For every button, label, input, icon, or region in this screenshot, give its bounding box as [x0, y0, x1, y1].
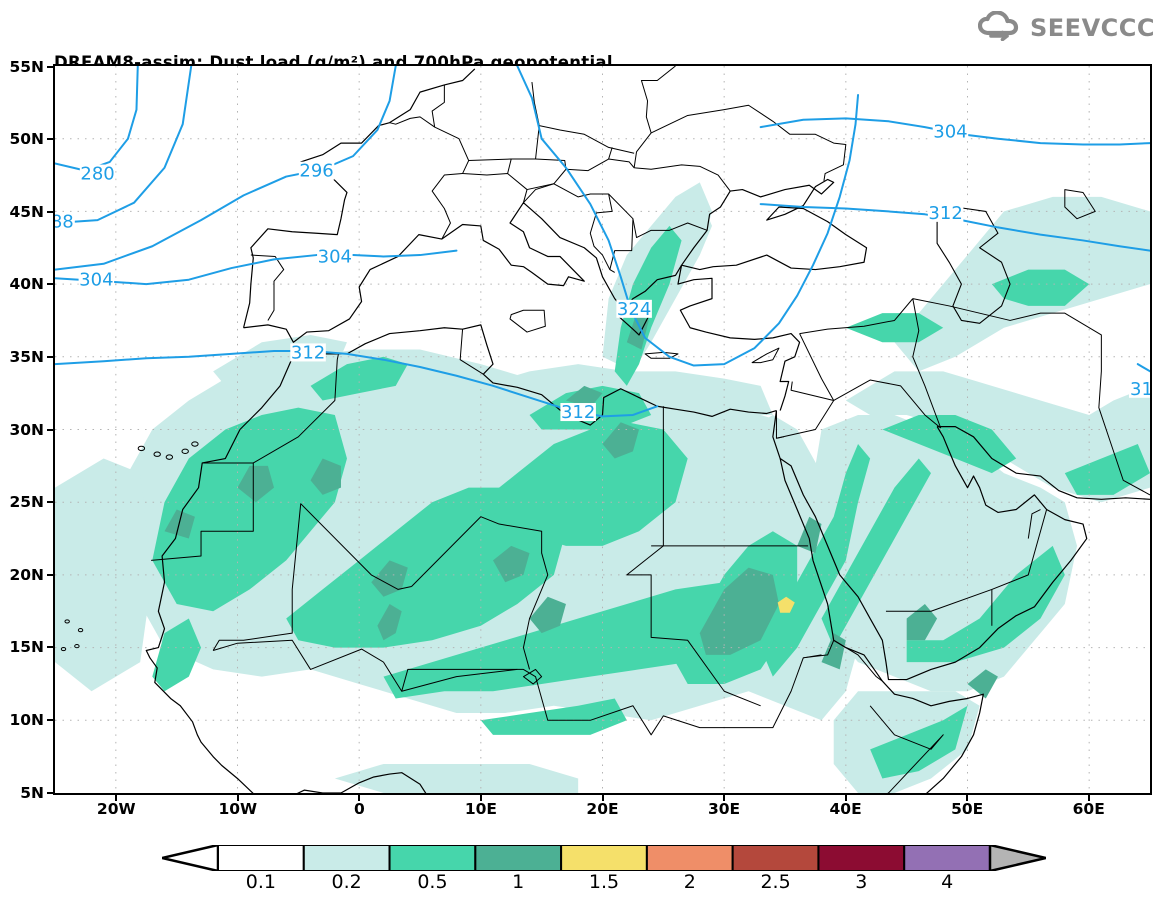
- contour-label: 304: [318, 246, 352, 267]
- colorbar-tick-2.5: 2.5: [760, 871, 791, 893]
- contour-label: 280: [80, 164, 114, 185]
- xtick-mark: [115, 794, 118, 801]
- colorbar-tick-2: 2: [683, 871, 696, 893]
- ytick-mark: [47, 283, 53, 286]
- ytick-20N: 20N: [9, 565, 44, 584]
- xtick-mark: [723, 794, 726, 801]
- xtick-mark: [479, 794, 482, 801]
- ytick-40N: 40N: [9, 275, 44, 294]
- contour-label: 312: [928, 203, 962, 224]
- ytick-mark: [47, 718, 53, 721]
- colorbar-tick-1: 1: [512, 871, 525, 893]
- colorbar-bin-5: [645, 845, 734, 871]
- ytick-mark: [47, 501, 53, 504]
- xtick-mark: [966, 794, 969, 801]
- ytick-mark: [47, 138, 53, 141]
- colorbar[interactable]: 0.1 0.2 0.5 1 1.5 2 2.5 3 4: [162, 845, 1046, 901]
- colorbar-bin-8: [903, 845, 992, 871]
- colorbar-bin-4: [560, 845, 648, 871]
- colorbar-under-arrow: [162, 845, 220, 871]
- ytick-25N: 25N: [9, 493, 44, 512]
- colorbar-tick-4: 4: [941, 871, 954, 893]
- ytick-45N: 45N: [9, 202, 44, 221]
- colorbar-bin-7: [817, 845, 906, 871]
- colorbar-swatches: [162, 845, 1046, 871]
- colorbar-bin-6: [731, 845, 820, 871]
- contour-label: 31: [1130, 379, 1150, 400]
- xtick-50E: 50E: [951, 800, 984, 818]
- seevccc-logo: SEEVCCC: [977, 8, 1155, 48]
- ytick-50N: 50N: [9, 130, 44, 149]
- colorbar-tick-1.5: 1.5: [588, 871, 620, 893]
- contour-label: 304: [79, 270, 113, 291]
- xtick-mark: [601, 794, 604, 801]
- contour-label: 312: [291, 342, 325, 363]
- colorbar-bin-2: [388, 845, 477, 871]
- map-canvas: 280 88 296 304 304 312 312 324 304 312 31: [55, 66, 1150, 793]
- contour-label: 324: [617, 299, 651, 320]
- ytick-30N: 30N: [9, 420, 44, 439]
- ytick-mark: [47, 428, 53, 431]
- xtick-mark: [358, 794, 361, 801]
- contour-label: 296: [299, 161, 333, 182]
- contour-labels: 280 88 296 304 304 312 312 324 304 312 31: [55, 121, 1150, 423]
- ytick-35N: 35N: [9, 347, 44, 366]
- ytick-10N: 10N: [9, 710, 44, 729]
- colorbar-tick-0.1: 0.1: [245, 871, 276, 893]
- colorbar-tick-0.5: 0.5: [417, 871, 448, 893]
- map-plot-area[interactable]: 280 88 296 304 304 312 312 324 304 312 31: [53, 64, 1152, 795]
- xtick-20E: 20E: [586, 800, 619, 818]
- xtick-20W: 20W: [96, 800, 136, 818]
- xtick-10W: 10W: [218, 800, 258, 818]
- header: DREAM8-assim: Dust load (g/m²) and 700hP…: [0, 0, 1165, 135]
- xtick-mark: [1087, 794, 1090, 801]
- contour-label: 304: [933, 121, 967, 142]
- contour-label: 312: [561, 402, 595, 423]
- ytick-15N: 15N: [9, 638, 44, 657]
- xtick-60E: 60E: [1072, 800, 1105, 818]
- ytick-mark: [47, 573, 53, 576]
- xtick-40E: 40E: [829, 800, 862, 818]
- ytick-mark: [47, 355, 53, 358]
- xtick-30E: 30E: [707, 800, 741, 818]
- colorbar-over-arrow: [988, 845, 1046, 871]
- colorbar-bin-1: [302, 845, 391, 871]
- colorbar-bin-0: [217, 845, 305, 871]
- ytick-55N: 55N: [9, 57, 44, 76]
- cloud-wind-icon: [977, 10, 1024, 45]
- logo-text: SEEVCCC: [1030, 14, 1155, 42]
- colorbar-bin-3: [474, 845, 563, 871]
- xtick-mark: [236, 794, 239, 801]
- colorbar-tick-3: 3: [855, 871, 868, 893]
- ytick-mark: [47, 646, 53, 649]
- ytick-mark: [47, 210, 53, 213]
- coastlines-and-borders: [60, 66, 1150, 793]
- contour-label: 88: [55, 212, 74, 233]
- ytick-5N: 5N: [20, 783, 44, 802]
- dust-load-filled-contours: [55, 182, 1150, 793]
- colorbar-tick-0.2: 0.2: [331, 871, 362, 893]
- xtick-10E: 10E: [464, 800, 498, 818]
- ytick-mark: [47, 791, 53, 794]
- map-gridlines: [55, 66, 1150, 793]
- xtick-0: 0: [353, 800, 365, 818]
- ytick-mark: [47, 65, 53, 68]
- xtick-mark: [844, 794, 847, 801]
